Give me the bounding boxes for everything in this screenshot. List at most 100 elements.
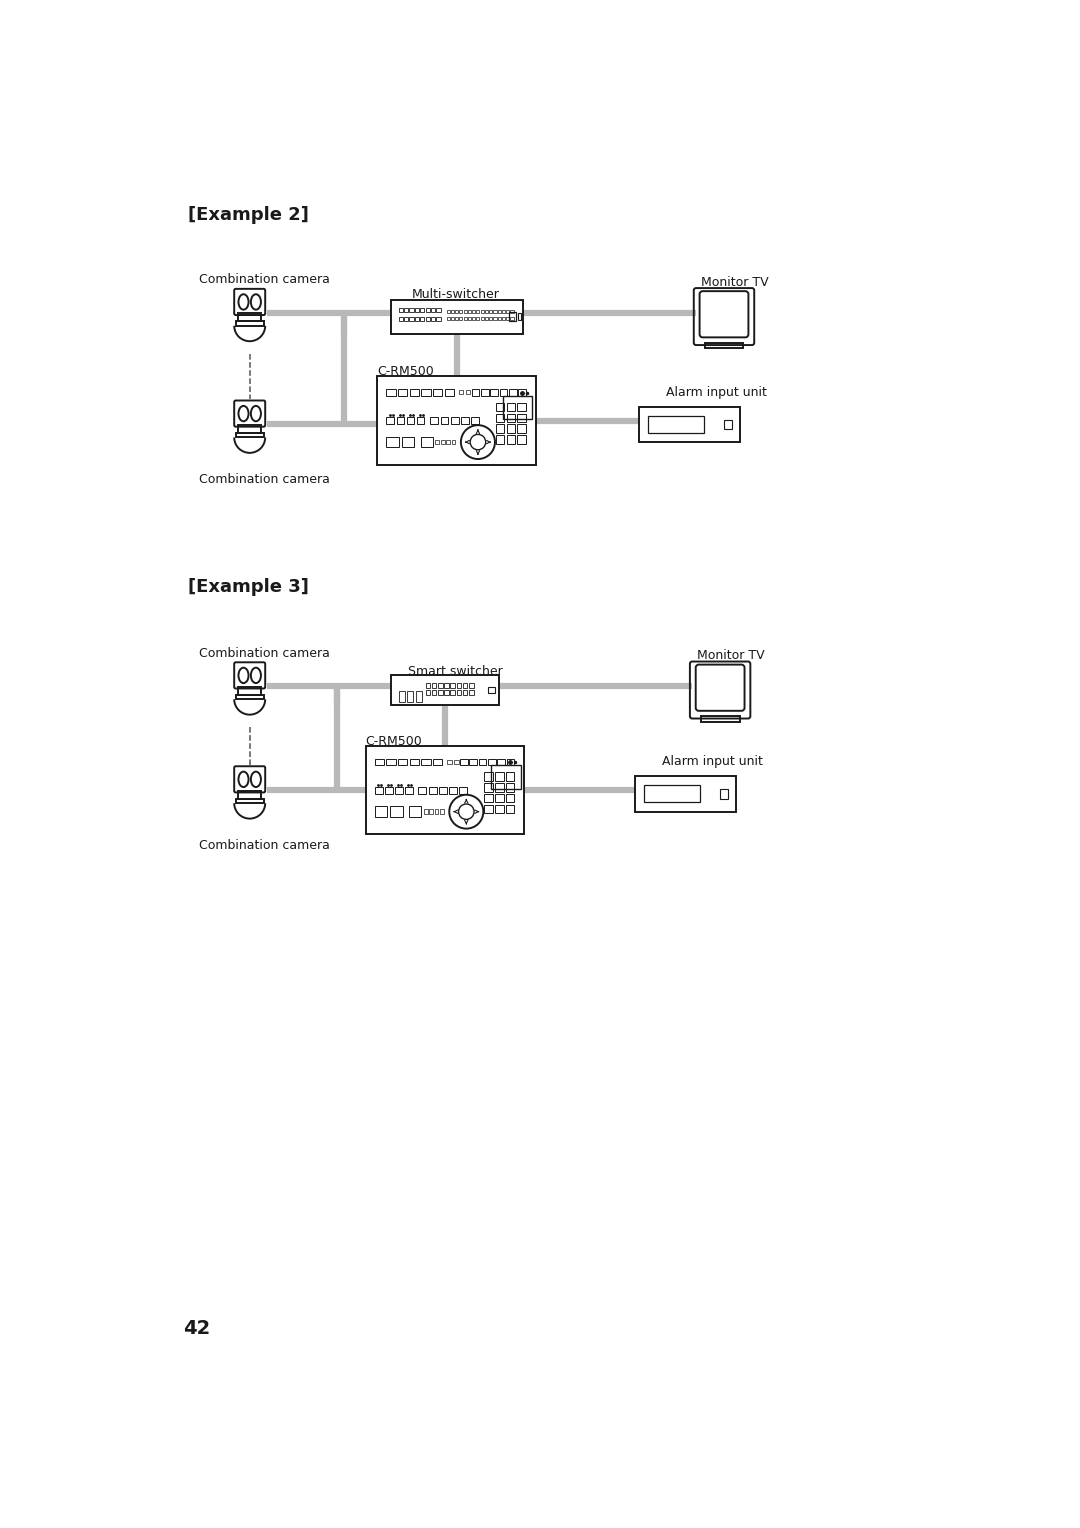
Bar	[238, 688, 261, 695]
Bar	[436, 316, 441, 321]
Bar	[399, 316, 403, 321]
Bar	[450, 683, 455, 688]
Bar	[399, 390, 407, 396]
Bar	[426, 307, 430, 312]
Bar	[441, 417, 448, 425]
Bar	[387, 390, 395, 396]
Text: Alarm input unit: Alarm input unit	[666, 387, 767, 399]
Bar	[399, 758, 407, 766]
Bar	[409, 307, 414, 312]
Bar	[509, 312, 516, 321]
Bar	[507, 435, 515, 443]
Bar	[429, 810, 433, 814]
Bar	[465, 391, 470, 394]
Bar	[485, 310, 488, 313]
Bar	[460, 758, 468, 766]
Bar	[485, 316, 488, 319]
Bar	[421, 390, 431, 396]
Bar	[484, 784, 492, 792]
Bar	[484, 805, 492, 813]
Bar	[409, 758, 419, 766]
Bar	[463, 316, 467, 319]
Bar	[440, 787, 447, 795]
Bar	[491, 766, 521, 788]
Bar	[498, 310, 501, 313]
Bar	[644, 785, 700, 802]
Bar	[375, 787, 382, 795]
Bar	[511, 316, 514, 319]
Bar	[496, 414, 504, 422]
Bar	[457, 691, 461, 695]
Bar	[502, 316, 505, 319]
Bar	[375, 758, 384, 766]
Bar	[517, 414, 526, 422]
Bar	[635, 776, 735, 811]
Bar	[451, 440, 456, 445]
Bar	[484, 773, 492, 781]
Text: Combination camera: Combination camera	[200, 646, 330, 660]
Bar	[238, 313, 261, 321]
Bar	[463, 683, 468, 688]
Bar	[495, 773, 503, 781]
Bar	[454, 759, 459, 764]
Bar	[409, 807, 421, 817]
Bar	[455, 316, 458, 319]
Bar	[365, 746, 525, 834]
Bar	[432, 683, 436, 688]
Bar	[238, 792, 261, 799]
Bar	[648, 416, 704, 432]
Bar	[407, 417, 415, 425]
Bar	[509, 390, 516, 396]
Bar	[701, 717, 740, 721]
Bar	[496, 403, 504, 411]
Text: Combination camera: Combination camera	[200, 274, 330, 286]
Text: [Example 2]: [Example 2]	[188, 206, 309, 225]
Text: C-RM500: C-RM500	[377, 365, 433, 377]
Bar	[638, 406, 740, 442]
Text: C-RM500: C-RM500	[365, 735, 422, 747]
Text: Monitor TV: Monitor TV	[697, 649, 765, 662]
Bar	[426, 691, 430, 695]
Bar	[438, 691, 443, 695]
Bar	[505, 805, 514, 813]
Bar	[502, 310, 505, 313]
Bar	[430, 417, 437, 425]
Bar	[387, 758, 395, 766]
Text: Multi-switcher: Multi-switcher	[411, 289, 500, 301]
Bar	[455, 310, 458, 313]
Bar	[469, 691, 474, 695]
Bar	[505, 784, 514, 792]
Bar	[704, 342, 743, 348]
Bar	[471, 417, 478, 425]
Bar	[459, 316, 462, 319]
Bar	[468, 310, 471, 313]
Bar	[494, 310, 497, 313]
Bar	[472, 390, 480, 396]
Text: 42: 42	[183, 1319, 211, 1339]
Bar	[481, 316, 484, 319]
Text: Combination camera: Combination camera	[200, 839, 330, 851]
Bar	[450, 310, 454, 313]
Bar	[507, 758, 514, 766]
Text: Alarm input unit: Alarm input unit	[662, 755, 762, 769]
Bar	[500, 390, 508, 396]
Bar	[399, 307, 403, 312]
Bar	[440, 810, 444, 814]
Bar	[463, 310, 467, 313]
Bar	[407, 691, 414, 701]
Bar	[375, 807, 388, 817]
Bar	[446, 440, 450, 445]
Bar	[481, 390, 489, 396]
Bar	[415, 307, 419, 312]
Bar	[476, 316, 480, 319]
Bar	[463, 691, 468, 695]
Bar	[420, 307, 424, 312]
Bar	[402, 437, 415, 448]
Bar	[476, 310, 480, 313]
Bar	[507, 414, 515, 422]
Bar	[431, 307, 435, 312]
Bar	[496, 425, 504, 432]
Bar	[405, 787, 413, 795]
Bar	[415, 316, 419, 321]
Bar	[449, 787, 457, 795]
